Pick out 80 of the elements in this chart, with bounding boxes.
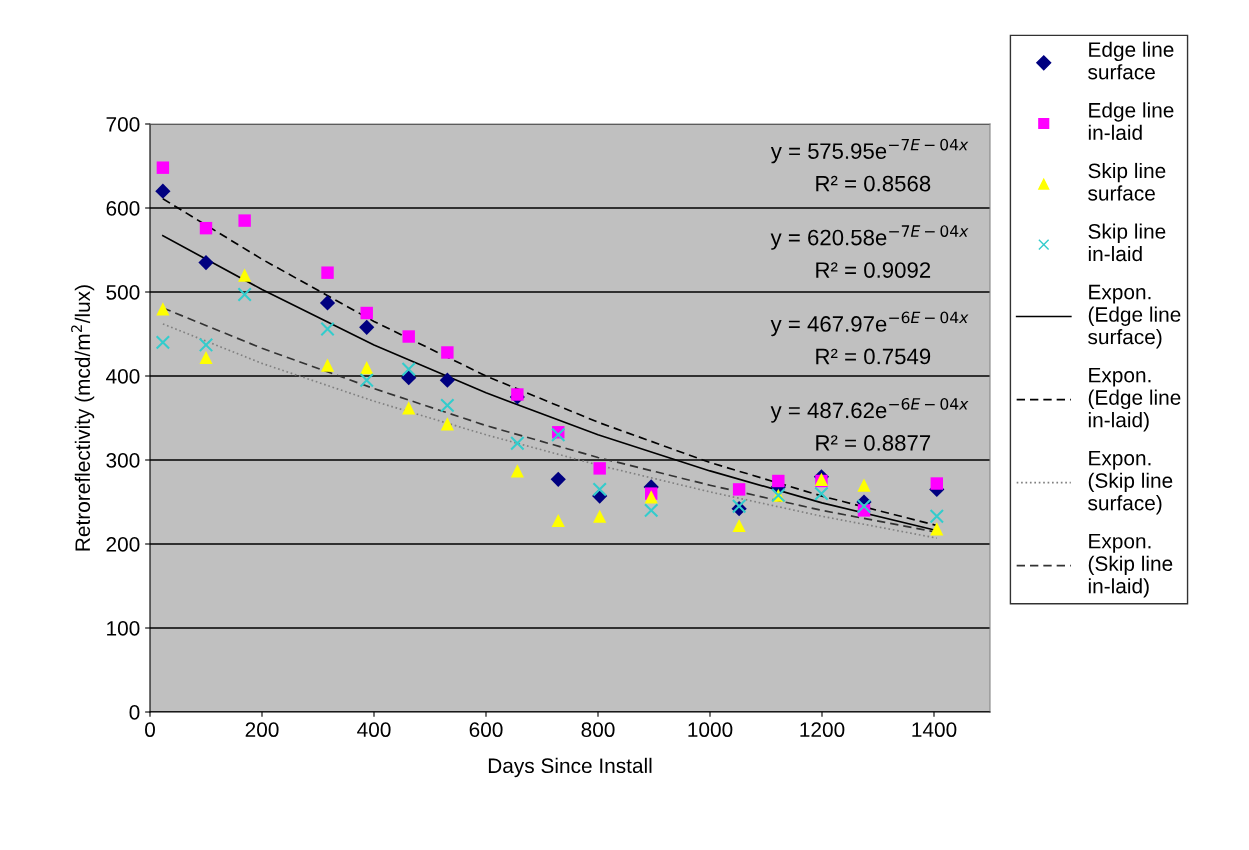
legend-label: Skip line in-laid — [1088, 223, 1166, 262]
point — [199, 350, 213, 365]
annotation: y = 467.97e$^{−6E−04x}$ — [770, 311, 969, 337]
point — [814, 486, 829, 501]
point — [237, 287, 252, 302]
point — [772, 474, 785, 488]
annotation: R² = 0.8568 — [816, 175, 931, 192]
point — [856, 498, 872, 514]
point — [510, 435, 525, 451]
point — [510, 464, 524, 478]
point — [440, 417, 454, 431]
x-tick-label: 200 — [245, 722, 279, 738]
annotation: y = 575.95e$^{−7E−04x}$ — [770, 138, 969, 164]
point — [320, 358, 335, 372]
y-tick-label: 400 — [106, 369, 140, 384]
point — [319, 295, 336, 311]
annotation: R² = 0.9092 — [816, 262, 931, 278]
point — [439, 372, 455, 388]
y-tick-label: 0 — [129, 705, 140, 720]
point — [360, 361, 374, 375]
annotation: R² = 0.7549 — [816, 348, 931, 365]
x-axis-title: Days Since Install — [488, 757, 652, 778]
point — [930, 522, 944, 536]
point — [592, 482, 607, 497]
annotation: R² = 0.8877 — [816, 435, 931, 451]
annotation: y = 487.62e$^{−6E−04x}$ — [770, 398, 969, 423]
point — [359, 319, 375, 335]
point — [321, 266, 334, 279]
point — [929, 509, 945, 524]
point — [930, 477, 944, 490]
point — [320, 321, 335, 337]
x-tick-label: 1200 — [800, 722, 845, 738]
point — [155, 335, 171, 350]
legend-label: Expon. (Skip line surface) — [1088, 450, 1173, 515]
point — [732, 483, 746, 496]
legend-label: Edge line surface — [1088, 41, 1174, 80]
point — [441, 346, 454, 359]
point — [732, 518, 746, 533]
point — [550, 471, 566, 487]
y-tick-label: 600 — [106, 201, 140, 216]
point — [198, 254, 214, 271]
annotation: y = 620.58e$^{−7E−04x}$ — [770, 225, 969, 250]
point — [238, 214, 251, 227]
legend-label: Expon. (Edge line surface) — [1088, 284, 1181, 349]
point — [643, 503, 659, 518]
y-tick-label: 700 — [106, 117, 140, 132]
point — [550, 427, 566, 443]
y-tick-label: 300 — [106, 453, 140, 468]
y-tick-label: 100 — [107, 621, 140, 636]
point — [199, 221, 213, 235]
point — [156, 161, 170, 174]
legend-label: Expon. (Edge line in-laid) — [1088, 367, 1181, 432]
point — [155, 183, 171, 199]
point — [593, 509, 607, 523]
point — [156, 302, 170, 316]
point — [440, 398, 455, 413]
point — [402, 401, 416, 415]
x-tick-label: 1400 — [912, 722, 957, 738]
point — [359, 372, 374, 388]
legend-label: Expon. (Skip line in-laid) — [1088, 534, 1173, 598]
point — [360, 306, 373, 320]
x-tick-label: 800 — [581, 722, 615, 738]
legend-label: Edge line in-laid — [1088, 102, 1174, 141]
x-tick-label: 400 — [357, 722, 391, 738]
point — [593, 462, 606, 475]
y-axis-title: Retroreflectivity (mcd/m$^{2}$/lux) — [71, 285, 95, 551]
point — [401, 362, 416, 377]
y-tick-label: 200 — [106, 537, 140, 552]
x-tick-label: 0 — [145, 722, 155, 738]
x-tick-label: 600 — [469, 722, 503, 738]
point — [198, 337, 214, 353]
point — [857, 478, 871, 492]
point — [644, 490, 658, 504]
point — [402, 330, 415, 343]
point — [511, 388, 524, 401]
x-tick-label: 1000 — [688, 722, 733, 738]
point — [551, 513, 565, 528]
legend-label: Skip line surface — [1088, 162, 1166, 201]
y-tick-label: 500 — [106, 285, 140, 300]
point — [238, 268, 252, 282]
